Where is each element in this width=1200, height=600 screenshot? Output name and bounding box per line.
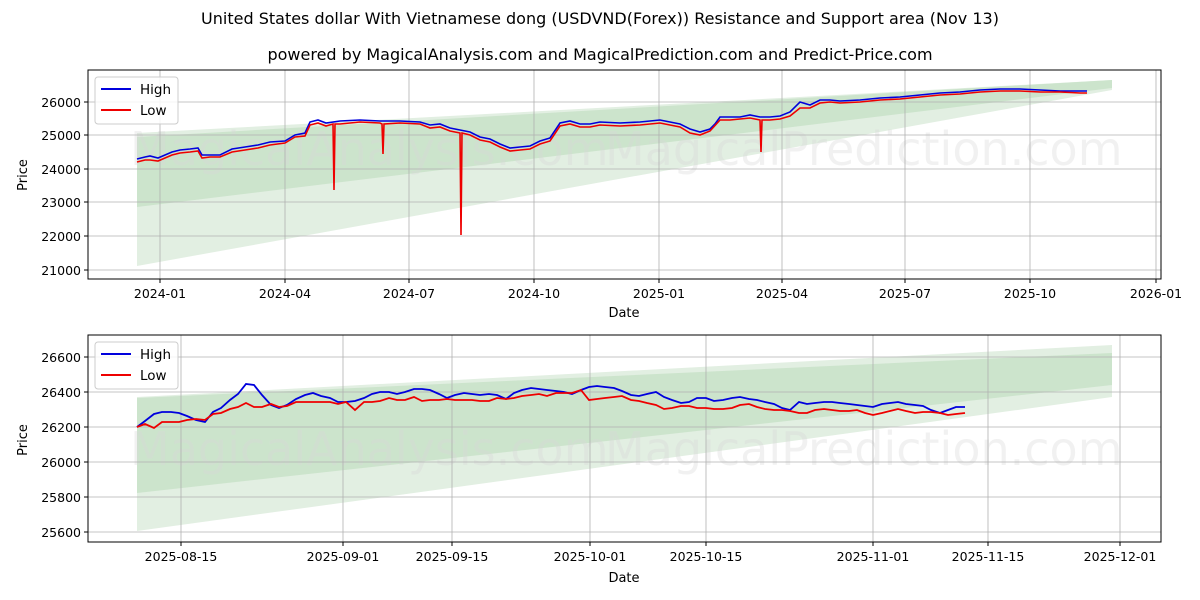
svg-text:2025-11-15: 2025-11-15 (952, 549, 1025, 564)
svg-text:2025-01: 2025-01 (633, 286, 685, 301)
bottom-x-axis-label: Date (608, 571, 639, 586)
top-y-axis-label: Price (16, 159, 31, 191)
svg-text:23000: 23000 (41, 195, 81, 210)
top-y-tick-labels: 26000 25000 24000 23000 22000 21000 (41, 95, 81, 278)
watermark-magicalanalysis-top: MagicalAnalysis.com (130, 122, 609, 176)
svg-text:2025-07: 2025-07 (879, 286, 931, 301)
svg-text:25600: 25600 (41, 525, 81, 540)
top-chart: MagicalAnalysis.com MagicalPrediction.co… (16, 69, 1182, 321)
bottom-y-axis-label: Price (16, 424, 31, 456)
bottom-band-inner (137, 353, 1112, 493)
watermark-magicalprediction-bottom: MagicalPrediction.com (605, 422, 1123, 476)
legend-high-label: High (140, 82, 171, 98)
svg-text:22000: 22000 (41, 229, 81, 244)
svg-text:26400: 26400 (41, 385, 81, 400)
svg-text:26000: 26000 (41, 95, 81, 110)
watermark-magicalanalysis-bottom: MagicalAnalysis.com (130, 422, 609, 476)
legend-low-label: Low (140, 368, 167, 384)
bottom-axes-frame (87, 334, 1162, 543)
svg-text:21000: 21000 (41, 263, 81, 278)
svg-text:26600: 26600 (41, 350, 81, 365)
svg-text:2024-04: 2024-04 (259, 286, 311, 301)
legend-high-label: High (140, 347, 171, 363)
svg-text:2026-01: 2026-01 (1130, 286, 1182, 301)
svg-text:2024-07: 2024-07 (383, 286, 435, 301)
bottom-y-tick-labels: 26600 26400 26200 26000 25800 25600 (41, 350, 81, 540)
top-x-axis-label: Date (608, 306, 639, 321)
top-gridlines (88, 70, 1161, 279)
svg-text:24000: 24000 (41, 162, 81, 177)
bottom-chart: MagicalAnalysis.com MagicalPrediction.co… (16, 334, 1162, 586)
bottom-high-line (136, 383, 965, 428)
svg-text:2024-01: 2024-01 (134, 286, 186, 301)
svg-text:26200: 26200 (41, 420, 81, 435)
svg-text:2025-12-01: 2025-12-01 (1084, 549, 1157, 564)
watermark-magicalprediction-top: MagicalPrediction.com (605, 122, 1123, 176)
bottom-low-line (136, 388, 966, 430)
svg-text:2025-08-15: 2025-08-15 (145, 549, 218, 564)
svg-text:2025-09-15: 2025-09-15 (416, 549, 489, 564)
svg-text:2025-10: 2025-10 (1004, 286, 1056, 301)
bottom-x-tick-labels: 2025-08-15 2025-09-01 2025-09-15 2025-10… (145, 549, 1157, 564)
chart-title: United States dollar With Vietnamese don… (201, 9, 999, 28)
svg-text:25800: 25800 (41, 490, 81, 505)
top-axes-frame (87, 69, 1162, 280)
top-low-line (136, 90, 1087, 236)
svg-text:2025-04: 2025-04 (756, 286, 808, 301)
bottom-gridlines (88, 335, 1161, 542)
svg-text:25000: 25000 (41, 128, 81, 143)
top-high-line (136, 88, 1087, 160)
top-x-tick-labels: 2024-01 2024-04 2024-07 2024-10 2025-01 … (134, 286, 1182, 301)
top-legend: High Low (94, 76, 179, 125)
svg-text:2025-10-01: 2025-10-01 (554, 549, 627, 564)
svg-text:2025-10-15: 2025-10-15 (670, 549, 743, 564)
svg-text:26000: 26000 (41, 455, 81, 470)
svg-text:2024-10: 2024-10 (508, 286, 560, 301)
svg-text:2025-09-01: 2025-09-01 (307, 549, 380, 564)
chart-subtitle: powered by MagicalAnalysis.com and Magic… (267, 45, 933, 64)
top-band-inner (137, 80, 1112, 207)
bottom-legend: High Low (94, 341, 179, 390)
svg-text:2025-11-01: 2025-11-01 (837, 549, 910, 564)
legend-low-label: Low (140, 103, 167, 119)
